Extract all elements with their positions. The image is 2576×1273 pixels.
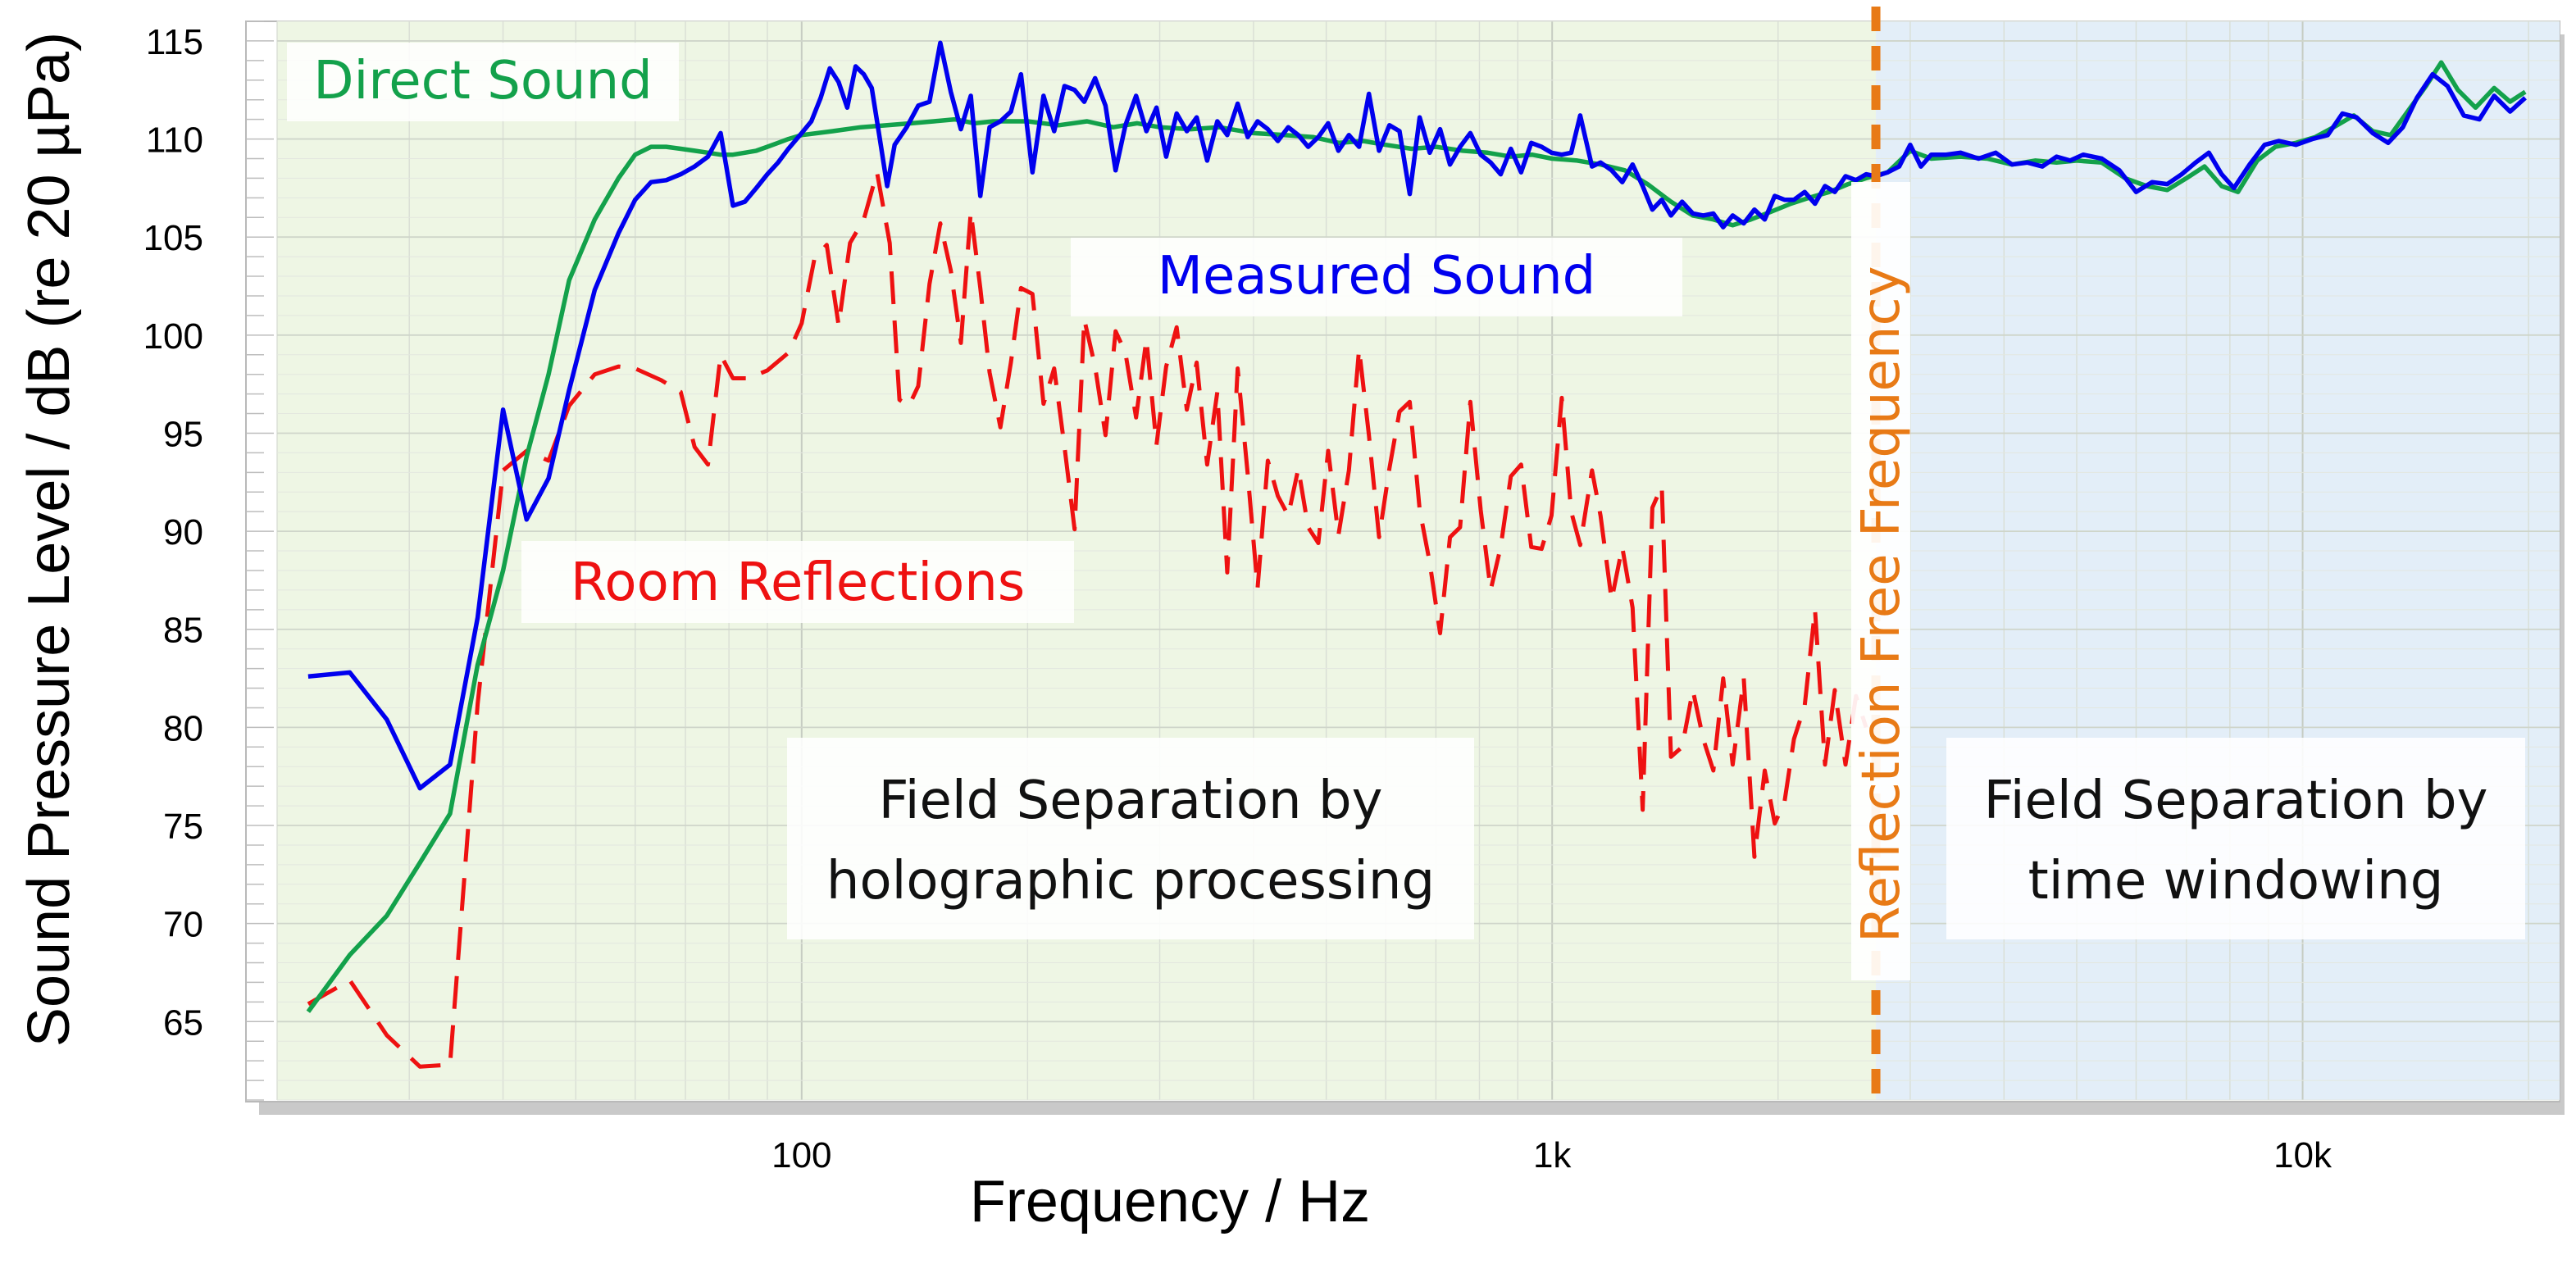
measured-sound-label-box: Measured Sound (1071, 238, 1682, 316)
y-tick-label: 115 (146, 22, 203, 62)
room-reflections-label: Room Reflections (571, 552, 1025, 613)
time-windowing-label-line1: Field Separation by (1984, 771, 2488, 831)
x-tick-label: 1k (1533, 1135, 1572, 1175)
time-windowing-label-box: Field Separation by time windowing (1946, 738, 2525, 939)
x-tick-label: 10k (2273, 1135, 2333, 1175)
y-tick-label: 90 (163, 512, 203, 552)
y-tick-label: 95 (163, 414, 203, 454)
direct-sound-label: Direct Sound (313, 51, 653, 111)
y-axis-title: Sound Pressure Level / dB (re 20 µPa) (16, 32, 82, 1047)
room-reflections-label-box: Room Reflections (521, 541, 1074, 623)
y-tick-label: 110 (146, 120, 203, 161)
y-tick-labels: 65 70 75 80 85 90 95 100 105 110 115 (143, 22, 203, 1043)
y-tick-label: 75 (163, 807, 203, 847)
series-measured-sound (307, 40, 2527, 791)
x-tick-label: 100 (771, 1135, 831, 1175)
x-axis-title: Frequency / Hz (970, 1169, 1370, 1234)
y-tick-label: 85 (163, 611, 203, 651)
y-tick-label: 100 (143, 316, 203, 357)
y-minor-ticks (246, 20, 274, 1101)
time-windowing-label-line2: time windowing (2028, 851, 2444, 912)
y-tick-label: 105 (143, 218, 203, 258)
series-room-reflections (307, 170, 1868, 1069)
series-layer (306, 40, 2527, 1069)
direct-sound-label-box: Direct Sound (287, 43, 679, 121)
holographic-label-line1: Field Separation by (879, 771, 1383, 831)
holographic-label-line2: holographic processing (826, 851, 1435, 912)
reflection-free-frequency-label-box: Reflection Free Frequency (1851, 182, 1912, 980)
holographic-processing-label-box: Field Separation by holographic processi… (787, 738, 1474, 939)
y-tick-label: 80 (163, 708, 203, 748)
measured-sound-label: Measured Sound (1158, 246, 1596, 307)
y-tick-label: 70 (163, 905, 203, 945)
y-tick-label: 65 (163, 1002, 203, 1043)
x-tick-labels: 100 1k 10k (771, 1135, 2333, 1175)
reflection-free-frequency-label: Reflection Free Frequency (1851, 266, 1912, 943)
